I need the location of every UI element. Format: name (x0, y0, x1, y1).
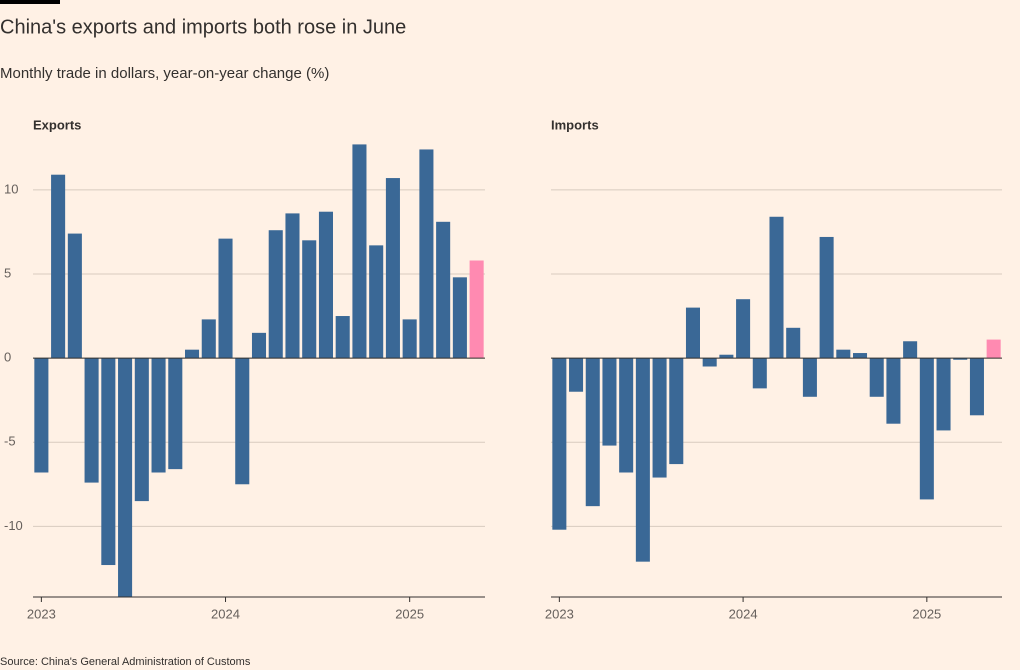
bar (602, 358, 617, 446)
y-tick-label: 0 (4, 350, 11, 365)
bar (151, 358, 166, 473)
bar (452, 277, 467, 359)
bar (251, 332, 267, 359)
chart-title: China's exports and imports both rose in… (0, 16, 406, 38)
bar (802, 358, 817, 397)
bar (853, 353, 868, 359)
x-tick-label: 2023 (27, 606, 56, 621)
bar (84, 358, 99, 483)
bar (469, 260, 484, 359)
bar (635, 358, 650, 562)
bar (736, 299, 751, 359)
bar (118, 358, 133, 597)
bar (836, 349, 851, 359)
bar (569, 358, 584, 392)
chart-subtitle: Monthly trade in dollars, year-on-year c… (0, 65, 329, 82)
bar (185, 349, 200, 359)
bar (268, 230, 283, 359)
bar (402, 319, 417, 359)
bar (302, 240, 317, 359)
bar (218, 238, 233, 359)
bar (285, 213, 300, 359)
bar (669, 358, 684, 465)
bar (903, 341, 918, 359)
x-tick-label: 2023 (545, 606, 574, 621)
bar (752, 358, 767, 389)
y-tick-label: -10 (4, 518, 23, 533)
bar (953, 358, 968, 360)
bar (769, 216, 784, 359)
bar (385, 178, 400, 359)
brand-bar (0, 0, 60, 4)
bar (652, 358, 667, 478)
bar (201, 319, 216, 359)
bar (702, 358, 717, 367)
panel-title: Exports (33, 117, 81, 132)
y-tick-label: 10 (4, 181, 18, 196)
bar (969, 358, 984, 416)
bar (51, 174, 66, 359)
bar (685, 307, 700, 359)
bar (986, 339, 1001, 359)
bar (619, 358, 634, 473)
bar (34, 358, 49, 473)
bars (34, 144, 484, 597)
bar (318, 211, 333, 359)
x-tick-label: 2025 (912, 606, 941, 621)
x-tick-label: 2024 (211, 606, 240, 621)
bar (419, 149, 434, 359)
bar (936, 358, 951, 431)
bar (585, 358, 600, 507)
source: Source: China's General Administration o… (0, 656, 251, 668)
bar (67, 233, 82, 359)
bar (335, 316, 350, 359)
bar (168, 358, 183, 470)
bar (352, 144, 367, 359)
bar (719, 354, 734, 359)
panel-title: Imports (551, 117, 599, 132)
bar (869, 358, 884, 397)
bar (436, 221, 451, 359)
bar (369, 245, 384, 359)
bar (552, 358, 567, 530)
bar (819, 236, 834, 359)
y-tick-label: -5 (4, 434, 16, 449)
x-tick-label: 2024 (729, 606, 758, 621)
y-tick-label: 5 (4, 265, 11, 280)
bar (919, 358, 934, 500)
bar (786, 327, 801, 359)
bar (886, 358, 901, 424)
bar (235, 358, 250, 485)
bar (101, 358, 116, 566)
bar (134, 358, 149, 502)
x-tick-label: 2025 (395, 606, 424, 621)
bars (552, 216, 1001, 562)
